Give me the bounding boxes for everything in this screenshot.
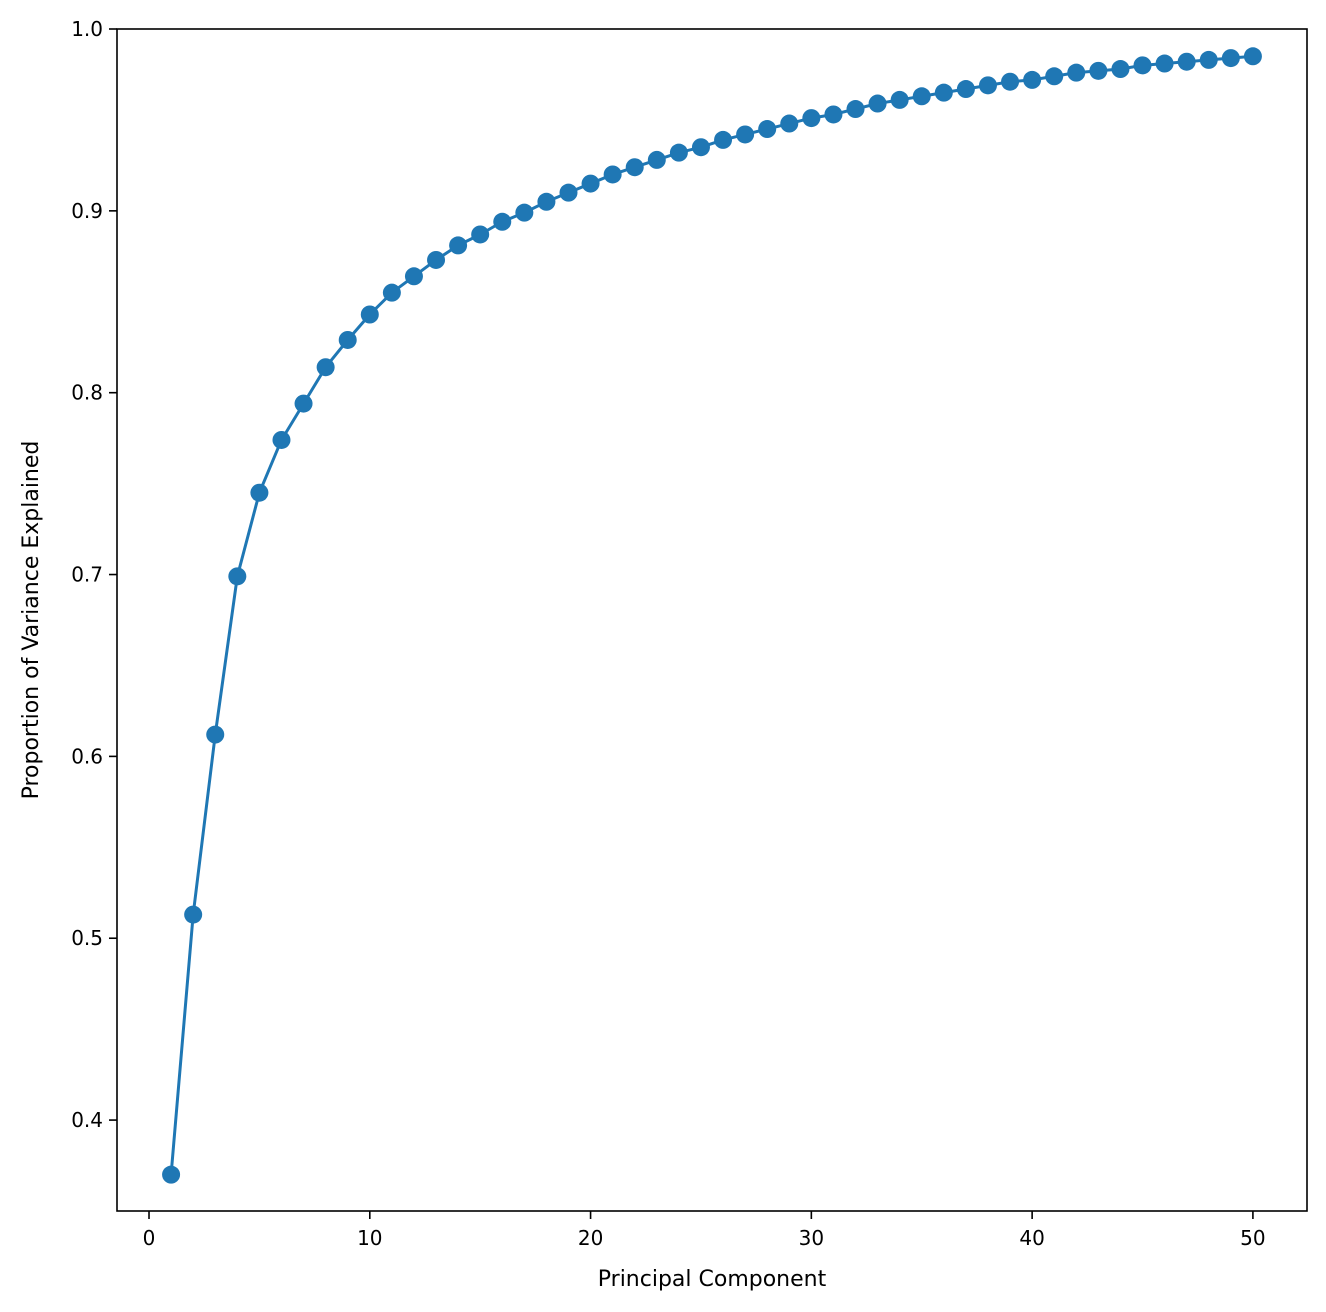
data-point xyxy=(559,183,578,202)
data-point xyxy=(184,905,203,924)
y-tick-label: 0.5 xyxy=(71,926,103,950)
x-tick-label: 0 xyxy=(143,1226,156,1250)
y-tick-label: 0.6 xyxy=(71,744,103,768)
data-point xyxy=(382,283,401,302)
data-point xyxy=(978,76,997,95)
y-tick-label: 0.7 xyxy=(71,563,103,587)
data-point xyxy=(758,120,777,139)
data-point xyxy=(802,109,821,128)
x-axis: 0 10 20 30 40 50 xyxy=(143,1211,1266,1250)
data-point xyxy=(669,143,688,162)
y-tick-label: 0.8 xyxy=(71,381,103,405)
data-point xyxy=(1177,52,1196,71)
data-point xyxy=(360,305,379,324)
data-point xyxy=(1155,54,1174,73)
x-tick-label: 50 xyxy=(1240,1226,1265,1250)
data-point xyxy=(934,83,953,102)
data-point xyxy=(404,267,423,286)
data-point xyxy=(338,330,357,349)
data-point xyxy=(162,1165,181,1184)
data-point xyxy=(691,138,710,157)
data-point xyxy=(1243,47,1262,66)
data-point xyxy=(1199,50,1218,69)
data-point xyxy=(228,567,247,586)
x-tick-label: 10 xyxy=(357,1226,382,1250)
y-axis: 0.4 0.5 0.6 0.7 0.8 0.9 1.0 xyxy=(71,17,117,1132)
data-point xyxy=(316,358,335,377)
data-point xyxy=(714,130,733,149)
data-point xyxy=(625,158,644,177)
data-point xyxy=(1133,56,1152,75)
x-tick-label: 20 xyxy=(578,1226,603,1250)
data-point xyxy=(1089,61,1108,80)
data-point xyxy=(868,94,887,113)
data-point xyxy=(427,250,446,269)
data-point xyxy=(1045,67,1064,86)
y-axis-label: Proportion of Variance Explained xyxy=(19,441,44,800)
data-point xyxy=(736,125,755,144)
x-tick-label: 30 xyxy=(799,1226,824,1250)
data-point xyxy=(647,150,666,169)
y-tick-label: 0.9 xyxy=(71,199,103,223)
data-point xyxy=(250,483,269,502)
plot-background xyxy=(117,29,1307,1211)
data-point xyxy=(537,192,556,211)
data-point xyxy=(780,114,799,133)
data-point xyxy=(956,80,975,99)
data-point xyxy=(1221,49,1240,68)
data-point xyxy=(515,203,534,222)
y-tick-label: 1.0 xyxy=(71,17,103,41)
y-tick-label: 0.4 xyxy=(71,1108,103,1132)
data-point xyxy=(294,394,313,413)
data-point xyxy=(581,174,600,193)
data-point xyxy=(1111,60,1130,79)
data-point xyxy=(272,430,291,449)
series-layer xyxy=(162,47,1262,1184)
data-point xyxy=(206,725,225,744)
data-point xyxy=(890,90,909,109)
x-axis-label: Principal Component xyxy=(598,1267,827,1292)
data-point xyxy=(493,212,512,231)
data-point xyxy=(912,87,931,106)
data-point xyxy=(1023,70,1042,89)
data-point xyxy=(824,105,843,124)
data-point xyxy=(1067,63,1086,82)
data-point xyxy=(1001,72,1020,91)
data-point xyxy=(449,236,468,255)
plot-frame xyxy=(116,28,1308,1212)
data-point xyxy=(603,165,622,184)
x-tick-label: 40 xyxy=(1019,1226,1044,1250)
data-point xyxy=(846,100,865,119)
data-point xyxy=(471,225,490,244)
